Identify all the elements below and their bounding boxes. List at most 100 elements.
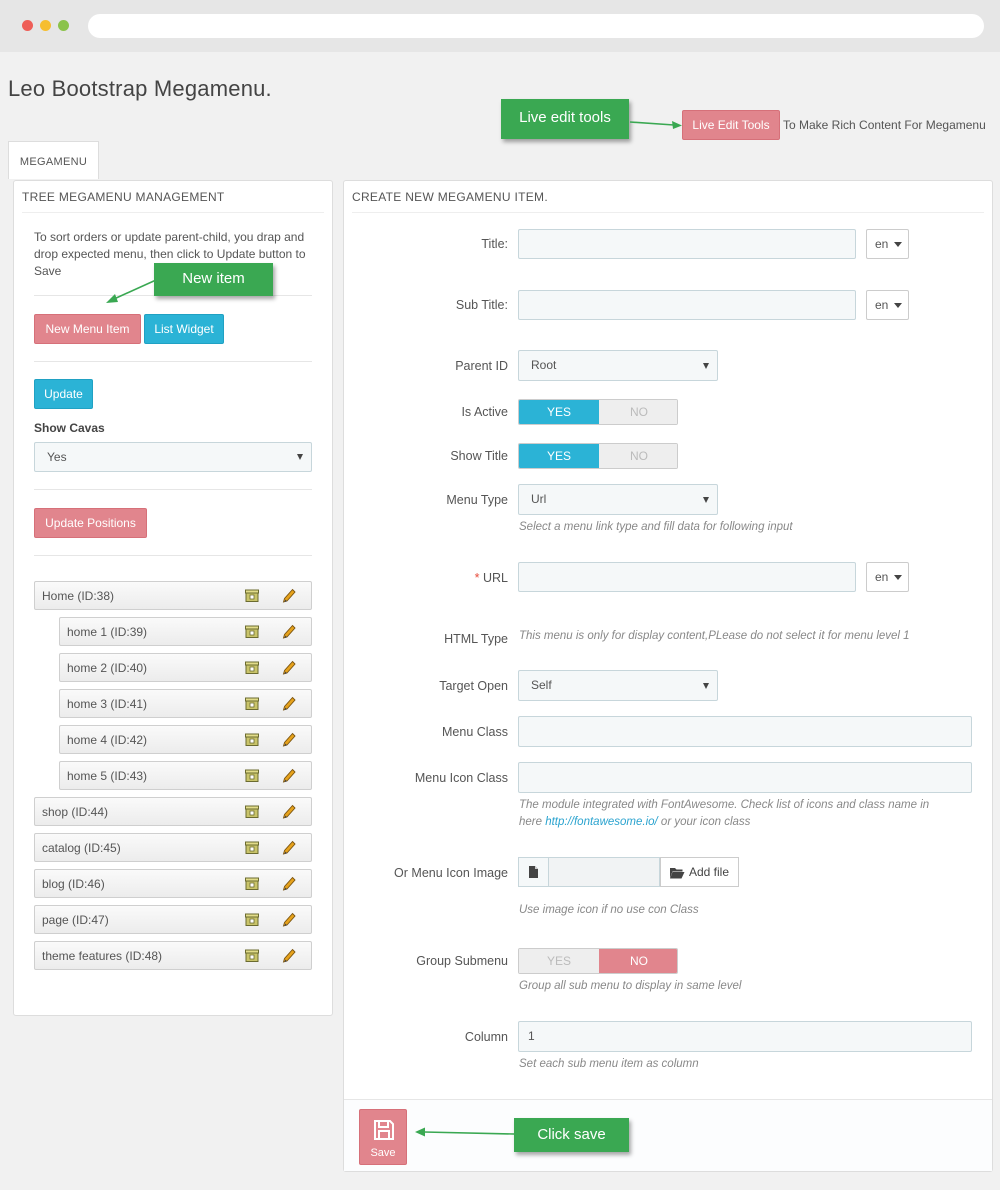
tree-item[interactable]: blog (ID:46) [34, 869, 312, 898]
switch-no-option[interactable]: NO [599, 949, 677, 973]
show-title-switch[interactable]: YES NO [518, 443, 678, 469]
sub-title-label: Sub Title: [455, 298, 508, 312]
html-type-hint: This menu is only for display content,PL… [519, 630, 910, 642]
edit-pencil-icon[interactable] [282, 660, 296, 676]
address-bar[interactable] [88, 14, 984, 38]
fontawesome-link[interactable]: http://fontawesome.io/ [545, 816, 658, 828]
tree-item-label: home 4 (ID:42) [67, 733, 148, 747]
file-icon [518, 857, 548, 887]
sort-help-text: To sort orders or update parent-child, y… [34, 230, 306, 278]
update-button[interactable]: Update [34, 379, 93, 409]
widget-box-icon[interactable] [245, 805, 259, 818]
widget-box-icon[interactable] [245, 733, 259, 746]
caret-down-icon [297, 454, 303, 460]
add-file-label: Add file [689, 865, 730, 879]
menu-type-value: Url [531, 492, 547, 506]
target-open-label: Target Open [439, 679, 508, 693]
tree-item[interactable]: home 4 (ID:42) [59, 725, 312, 754]
tree-item[interactable]: home 2 (ID:40) [59, 653, 312, 682]
tab-megamenu[interactable]: MEGAMENU [8, 141, 99, 179]
tree-item[interactable]: Home (ID:38) [34, 581, 312, 610]
switch-yes-option[interactable]: YES [519, 444, 599, 468]
edit-pencil-icon[interactable] [282, 732, 296, 748]
tree-item[interactable]: theme features (ID:48) [34, 941, 312, 970]
edit-pencil-icon[interactable] [282, 948, 296, 964]
live-edit-tools-button[interactable]: Live Edit Tools [682, 110, 780, 140]
save-button[interactable]: Save [359, 1109, 407, 1165]
edit-pencil-icon[interactable] [282, 768, 296, 784]
edit-pencil-icon[interactable] [282, 696, 296, 712]
parent-id-select[interactable]: Root [518, 350, 718, 381]
switch-no-option[interactable]: NO [599, 444, 677, 468]
tree-item[interactable]: page (ID:47) [34, 905, 312, 934]
url-label-text: URL [482, 571, 508, 585]
edit-pencil-icon[interactable] [282, 876, 296, 892]
widget-box-icon[interactable] [245, 949, 259, 962]
save-floppy-icon [374, 1120, 394, 1140]
tree-item-label: blog (ID:46) [42, 877, 105, 891]
tree-item[interactable]: catalog (ID:45) [34, 833, 312, 862]
url-language-dropdown[interactable]: en [866, 562, 909, 592]
divider [34, 361, 312, 362]
page-body: Leo Bootstrap Megamenu. Live edit tools … [0, 52, 1000, 1190]
tree-item[interactable]: home 1 (ID:39) [59, 617, 312, 646]
title-input[interactable] [518, 229, 856, 259]
window-zoom-button[interactable] [58, 20, 69, 31]
sub-title-input[interactable] [518, 290, 856, 320]
edit-pencil-icon[interactable] [282, 912, 296, 928]
group-submenu-label: Group Submenu [416, 954, 508, 968]
update-positions-button[interactable]: Update Positions [34, 508, 147, 538]
panel-heading: TREE MEGAMENU MANAGEMENT [22, 181, 324, 213]
widget-box-icon[interactable] [245, 877, 259, 890]
panel-heading: CREATE NEW MEGAMENU ITEM. [352, 181, 984, 213]
tree-item[interactable]: home 3 (ID:41) [59, 689, 312, 718]
new-menu-item-button[interactable]: New Menu Item [34, 314, 141, 344]
is-active-switch[interactable]: YES NO [518, 399, 678, 425]
group-submenu-switch[interactable]: YES NO [518, 948, 678, 974]
widget-box-icon[interactable] [245, 625, 259, 638]
tree-item-label: shop (ID:44) [42, 805, 109, 819]
sub-title-language-dropdown[interactable]: en [866, 290, 909, 320]
column-input[interactable]: 1 [518, 1021, 972, 1052]
title-language-dropdown[interactable]: en [866, 229, 909, 259]
is-active-label: Is Active [461, 405, 508, 419]
menu-icon-class-input[interactable] [518, 762, 972, 793]
form-footer [344, 1099, 992, 1171]
widget-box-icon[interactable] [245, 661, 259, 674]
language-code: en [875, 570, 889, 584]
widget-box-icon[interactable] [245, 769, 259, 782]
file-name-field[interactable] [548, 857, 660, 887]
menu-type-select[interactable]: Url [518, 484, 718, 515]
menu-class-input[interactable] [518, 716, 972, 747]
widget-box-icon[interactable] [245, 841, 259, 854]
callout-click-save: Click save [514, 1118, 629, 1152]
tree-item-label: home 1 (ID:39) [67, 625, 148, 639]
window-close-button[interactable] [22, 20, 33, 31]
widget-box-icon[interactable] [245, 697, 259, 710]
callout-arrow-icon [629, 121, 682, 129]
window-minimize-button[interactable] [40, 20, 51, 31]
caret-down-icon [703, 496, 709, 503]
language-code: en [875, 298, 889, 312]
tree-item[interactable]: home 5 (ID:43) [59, 761, 312, 790]
switch-yes-option[interactable]: YES [519, 400, 599, 424]
hint-text: or your icon class [657, 816, 751, 828]
add-file-button[interactable]: Add file [660, 857, 739, 887]
switch-yes-option[interactable]: YES [519, 949, 599, 973]
tree-item[interactable]: shop (ID:44) [34, 797, 312, 826]
target-open-select[interactable]: Self [518, 670, 718, 701]
switch-no-option[interactable]: NO [599, 400, 677, 424]
edit-pencil-icon[interactable] [282, 624, 296, 640]
url-label: * URL [308, 571, 508, 585]
column-label: Column [464, 1030, 508, 1044]
edit-pencil-icon[interactable] [282, 804, 296, 820]
list-widget-button[interactable]: List Widget [144, 314, 224, 344]
required-marker: * [474, 571, 480, 585]
widget-box-icon[interactable] [245, 589, 259, 602]
language-code: en [875, 237, 889, 251]
edit-pencil-icon[interactable] [282, 588, 296, 604]
url-input[interactable] [518, 562, 856, 592]
show-cavas-select[interactable]: Yes [34, 442, 312, 472]
widget-box-icon[interactable] [245, 913, 259, 926]
edit-pencil-icon[interactable] [282, 840, 296, 856]
